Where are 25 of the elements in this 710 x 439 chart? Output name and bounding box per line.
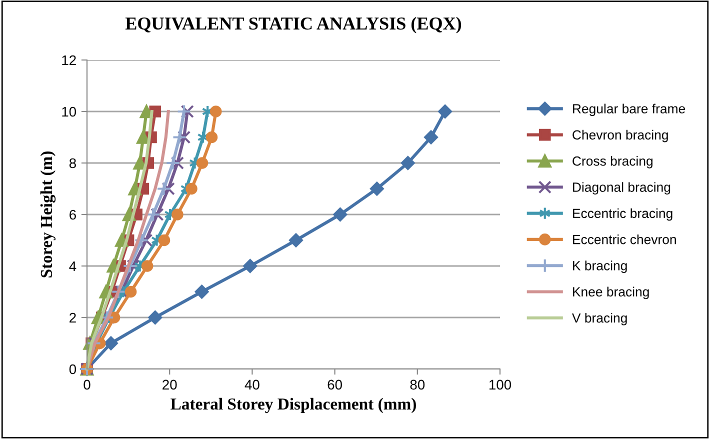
x-axis-title: Lateral Storey Displacement (mm) <box>170 398 416 414</box>
legend-label: Eccentric bracing <box>573 208 672 221</box>
y-tick-label: 0 <box>69 364 76 374</box>
x-tick-label: 40 <box>244 380 260 390</box>
legend-label: Diagonal bracing <box>573 182 670 194</box>
legend-label: V bracing <box>572 312 627 326</box>
x-tick-label: 60 <box>328 380 342 390</box>
y-tick-label: 2 <box>70 312 76 323</box>
legend-label: Cross bracing <box>572 156 652 168</box>
y-tick-label: 12 <box>62 55 76 66</box>
legend-label: Eccentric chevron <box>573 234 676 244</box>
x-tick-label: 0 <box>84 380 90 390</box>
legend-label: Regular bare frame <box>573 104 686 116</box>
y-tick-label: 8 <box>69 158 76 168</box>
legend-label: Knee bracing <box>573 286 649 300</box>
legend-label: Chevron bracing <box>572 130 668 142</box>
x-tick-label: 80 <box>410 380 425 390</box>
legend-label: K bracing <box>573 260 627 273</box>
x-tick-label: 100 <box>489 380 512 390</box>
y-tick-label: 10 <box>62 106 76 117</box>
chart-title: EQUIVALENT STATIC ANALYSIS (EQX) <box>125 16 462 34</box>
y-axis-title: Storey Height (m) <box>40 152 56 278</box>
y-tick-label: 4 <box>69 261 76 272</box>
x-tick-label: 20 <box>162 380 177 390</box>
y-tick-label: 6 <box>70 210 76 220</box>
